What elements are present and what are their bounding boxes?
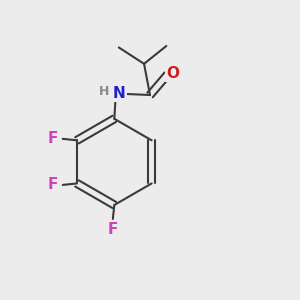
Text: F: F xyxy=(47,177,58,192)
Text: F: F xyxy=(47,131,58,146)
Text: O: O xyxy=(166,66,179,81)
Text: H: H xyxy=(99,85,110,98)
Text: N: N xyxy=(113,86,126,101)
Text: F: F xyxy=(108,222,118,237)
